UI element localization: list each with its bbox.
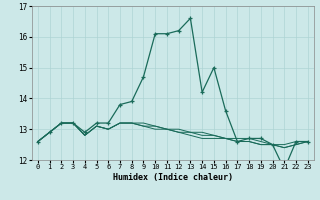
- X-axis label: Humidex (Indice chaleur): Humidex (Indice chaleur): [113, 173, 233, 182]
